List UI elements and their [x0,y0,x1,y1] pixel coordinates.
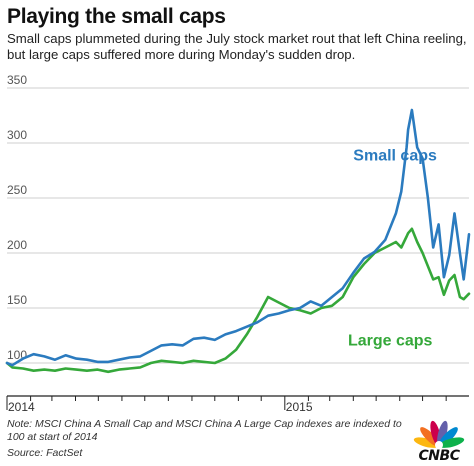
nbc-peacock-logo: CNBC [410,418,468,464]
x-tick-label: 2014 [8,400,35,414]
y-tick-label: 250 [7,183,27,197]
logo-wordmark: CNBC [418,448,460,464]
footnote: Note: MSCI China A Small Cap and MSCI Ch… [7,418,402,443]
series-labels: Small caps Large caps [348,148,437,350]
y-tick-label: 150 [7,293,27,307]
series-label-small-caps: Small caps [353,148,437,165]
series-line-large-caps [5,227,471,374]
series-label-large-caps: Large caps [348,332,433,349]
x-tick-label: 2015 [286,400,313,414]
y-tick-label: 300 [7,128,27,142]
y-tick-label: 350 [7,73,27,87]
y-axis-ticks: 100 150 200 250 300 350 [7,73,27,362]
series-line-small-caps [5,108,471,367]
chart-title: Playing the small caps [7,5,226,28]
peacock-icon [413,420,465,449]
gridlines [7,87,469,364]
source-credit: Source: FactSet [7,447,83,459]
chart-subtitle: Small caps plummeted during the July sto… [7,31,467,62]
series-lines [5,108,471,374]
y-tick-label: 100 [7,348,27,362]
y-tick-label: 200 [7,238,27,252]
x-axis: 2014 2015 [6,395,469,414]
